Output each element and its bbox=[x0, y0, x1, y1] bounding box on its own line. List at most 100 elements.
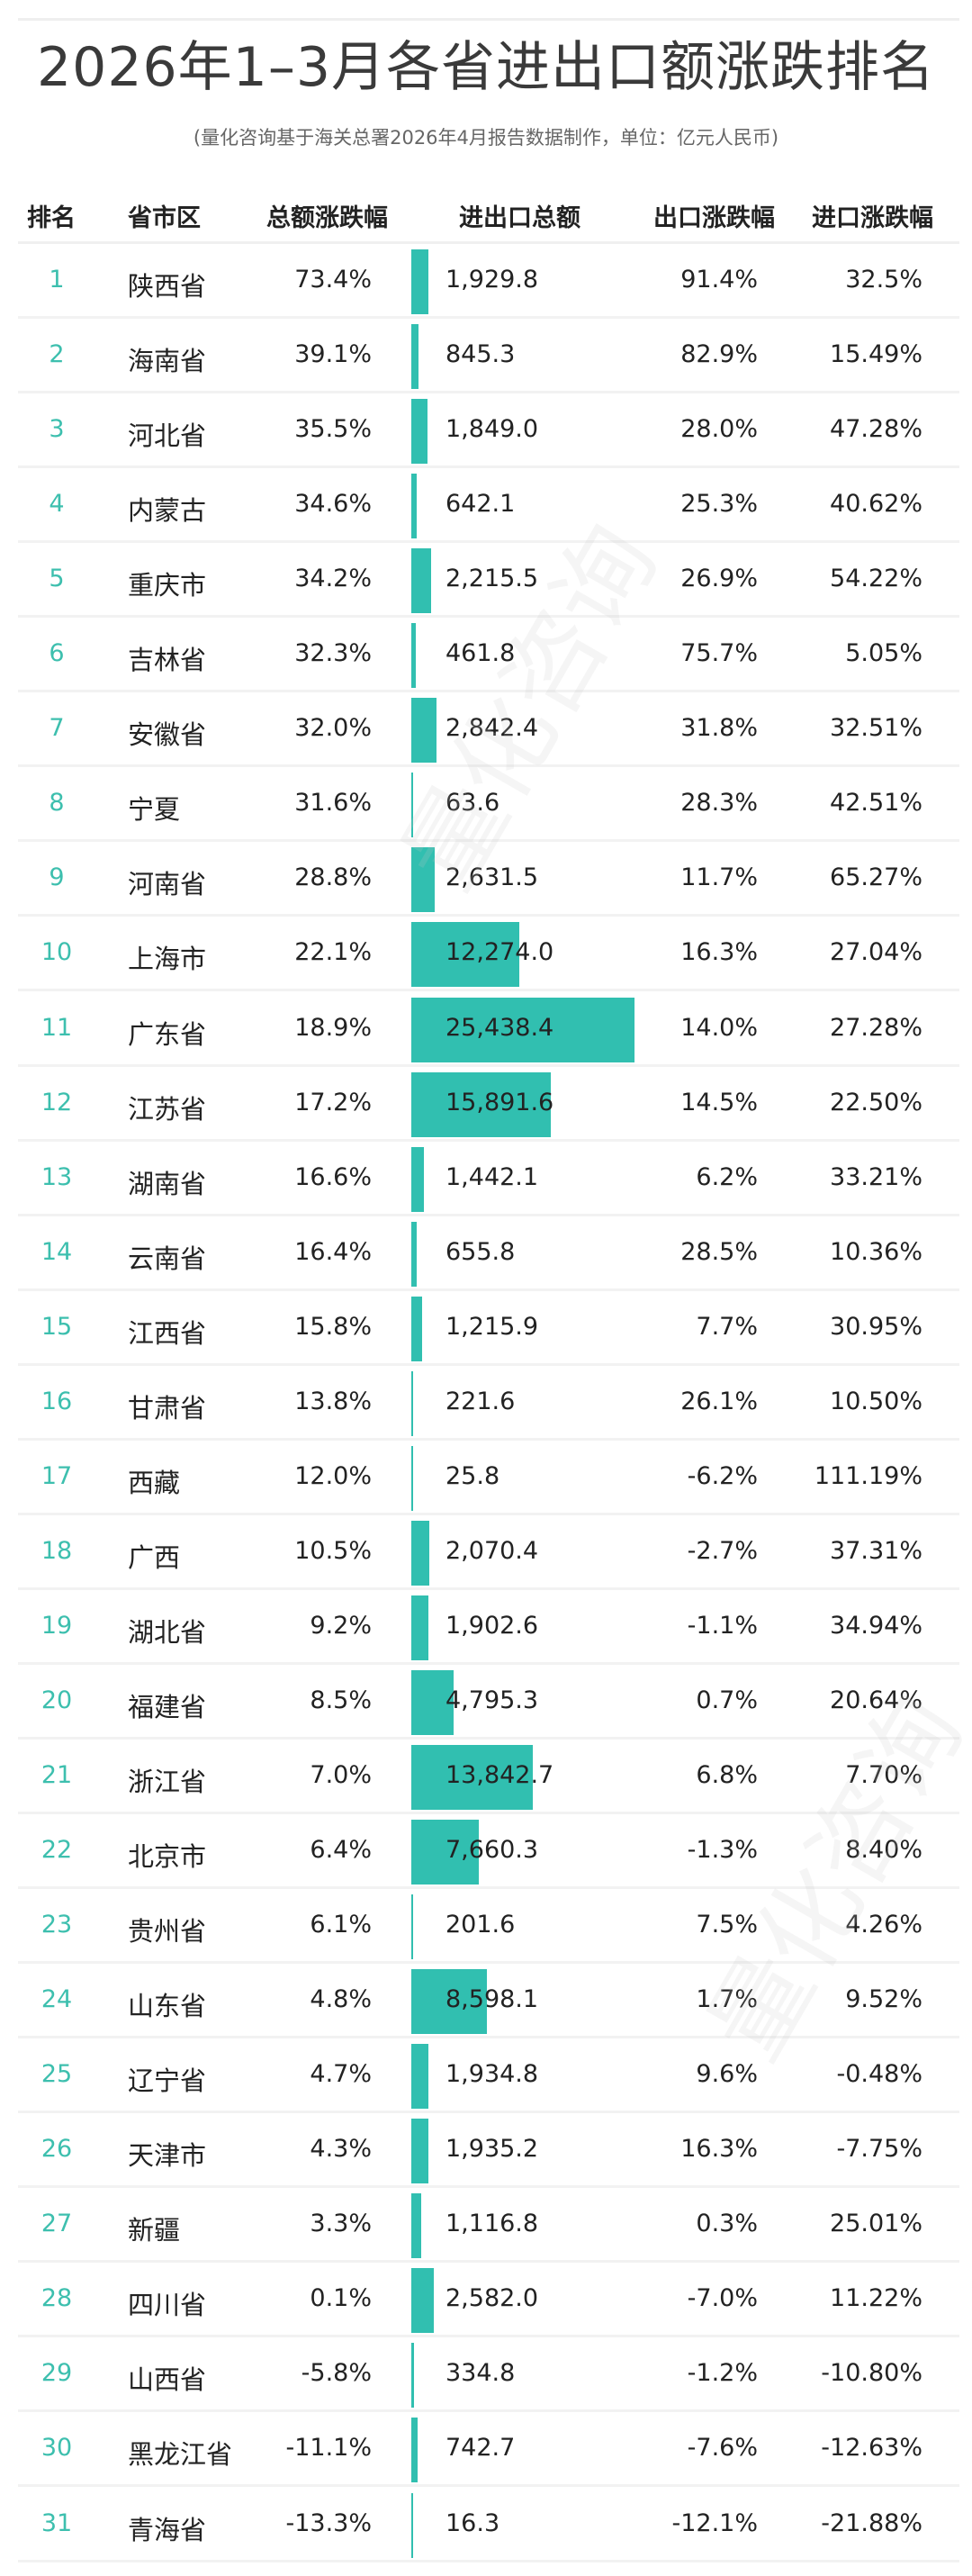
import-change: -10.80% bbox=[821, 2359, 922, 2388]
value-bar bbox=[411, 1894, 413, 1960]
total-value: 25.8 bbox=[446, 1461, 500, 1490]
row-divider bbox=[18, 1661, 959, 1665]
row-divider bbox=[18, 316, 959, 319]
province-name: 青海省 bbox=[128, 2514, 207, 2545]
value-bar bbox=[411, 1520, 430, 1586]
province-name: 湖北省 bbox=[128, 1616, 207, 1648]
rank-number: 20 bbox=[40, 1686, 73, 1714]
row-divider bbox=[18, 1886, 959, 1890]
row-divider bbox=[18, 2036, 959, 2039]
table-row: 26 天津市 4.3% 1,935.2 16.3% -7.75% bbox=[0, 2113, 972, 2189]
import-change: 27.04% bbox=[830, 938, 922, 967]
total-value: 221.6 bbox=[446, 1387, 516, 1415]
row-divider bbox=[18, 1362, 959, 1366]
province-name: 江西省 bbox=[128, 1317, 207, 1349]
export-change: 7.7% bbox=[696, 1312, 758, 1341]
import-change: 54.22% bbox=[830, 565, 922, 593]
value-bar bbox=[411, 2268, 435, 2334]
total-change: 18.9% bbox=[294, 1013, 372, 1042]
rank-number: 19 bbox=[40, 1611, 73, 1640]
row-divider bbox=[18, 690, 959, 693]
row-divider bbox=[18, 2409, 959, 2413]
header-divider bbox=[18, 241, 959, 244]
table-row: 21 浙江省 7.0% 13,842.7 6.8% 7.70% bbox=[0, 1740, 972, 1814]
total-value: 8,598.1 bbox=[446, 1985, 539, 2014]
province-name: 安徽省 bbox=[128, 719, 207, 751]
total-value: 334.8 bbox=[446, 2359, 516, 2388]
total-value: 1,902.6 bbox=[446, 1611, 539, 1640]
table-row: 16 甘肃省 13.8% 221.6 26.1% 10.50% bbox=[0, 1366, 972, 1441]
table-row: 17 西藏 12.0% 25.8 -6.2% 111.19% bbox=[0, 1441, 972, 1515]
rank-number: 14 bbox=[40, 1237, 73, 1266]
rank-number: 22 bbox=[40, 1836, 73, 1865]
value-bar bbox=[411, 474, 418, 539]
province-name: 海南省 bbox=[128, 346, 207, 377]
import-change: 15.49% bbox=[830, 340, 922, 369]
province-name: 陕西省 bbox=[128, 271, 207, 302]
table-row: 24 山东省 4.8% 8,598.1 1.7% 9.52% bbox=[0, 1964, 972, 2039]
value-bar bbox=[411, 1071, 551, 1137]
table-row: 4 内蒙古 34.6% 642.1 25.3% 40.62% bbox=[0, 468, 972, 544]
export-change: 6.2% bbox=[696, 1162, 758, 1191]
row-divider bbox=[18, 989, 959, 992]
table-row: 20 福建省 8.5% 4,795.3 0.7% 20.64% bbox=[0, 1665, 972, 1740]
value-bar bbox=[411, 1595, 428, 1660]
page-subtitle: (量化咨询基于海关总署2026年4月报告数据制作，单位：亿元人民币) bbox=[193, 127, 779, 149]
total-change: 22.1% bbox=[294, 938, 372, 967]
value-bar bbox=[411, 922, 519, 988]
province-name: 山西省 bbox=[128, 2364, 207, 2396]
row-divider bbox=[18, 1512, 959, 1515]
header-export-change: 出口涨跌幅 bbox=[653, 204, 775, 232]
rank-number: 3 bbox=[49, 415, 65, 444]
export-change: 28.0% bbox=[680, 415, 758, 444]
row-divider bbox=[18, 2559, 959, 2562]
table-row: 15 江西省 15.8% 1,215.9 7.7% 30.95% bbox=[0, 1291, 972, 1366]
export-change: 0.7% bbox=[696, 1686, 758, 1714]
table-row: 9 河南省 28.8% 2,631.5 11.7% 65.27% bbox=[0, 842, 972, 917]
total-value: 7,660.3 bbox=[446, 1836, 539, 1865]
export-change: -12.1% bbox=[671, 2508, 758, 2537]
rank-number: 16 bbox=[40, 1387, 73, 1415]
table-header: 排名 省市区 总额涨跌幅 进出口总额 出口涨跌幅 进口涨跌幅 bbox=[0, 191, 972, 236]
total-change: 32.0% bbox=[294, 714, 372, 743]
export-change: 14.0% bbox=[680, 1013, 758, 1042]
row-divider bbox=[18, 1586, 959, 1590]
export-change: 16.3% bbox=[680, 2135, 758, 2164]
export-change: 91.4% bbox=[680, 266, 758, 294]
export-change: 75.7% bbox=[680, 639, 758, 668]
table-row: 30 黑龙江省 -11.1% 742.7 -7.6% -12.63% bbox=[0, 2412, 972, 2488]
table-row: 25 辽宁省 4.7% 1,934.8 9.6% -0.48% bbox=[0, 2038, 972, 2114]
value-bar bbox=[411, 623, 416, 689]
value-bar bbox=[411, 1669, 454, 1735]
rank-number: 10 bbox=[40, 938, 73, 967]
total-value: 13,842.7 bbox=[446, 1761, 554, 1789]
table-row: 11 广东省 18.9% 25,438.4 14.0% 27.28% bbox=[0, 992, 972, 1067]
table-row: 19 湖北省 9.2% 1,902.6 -1.1% 34.94% bbox=[0, 1590, 972, 1665]
export-change: 0.3% bbox=[696, 2210, 758, 2238]
export-change: 28.3% bbox=[680, 789, 758, 818]
table-row: 18 广西 10.5% 2,070.4 -2.7% 37.31% bbox=[0, 1515, 972, 1590]
rank-number: 8 bbox=[49, 789, 65, 818]
header-import-change: 进口涨跌幅 bbox=[812, 204, 933, 232]
value-bar bbox=[411, 1745, 533, 1810]
import-change: 22.50% bbox=[830, 1088, 922, 1116]
row-divider bbox=[18, 1213, 959, 1216]
export-change: -1.1% bbox=[687, 1611, 758, 1640]
export-change: 26.1% bbox=[680, 1387, 758, 1415]
import-change: 5.05% bbox=[845, 639, 922, 668]
province-name: 山东省 bbox=[128, 1991, 207, 2022]
province-name: 吉林省 bbox=[128, 645, 207, 676]
province-name: 四川省 bbox=[128, 2290, 207, 2321]
total-change: 6.4% bbox=[310, 1836, 372, 1865]
total-value: 1,849.0 bbox=[446, 415, 539, 444]
total-change: 34.2% bbox=[294, 565, 372, 593]
total-change: 4.3% bbox=[310, 2135, 372, 2164]
row-divider bbox=[18, 839, 959, 843]
import-change: 34.94% bbox=[830, 1611, 922, 1640]
total-change: 6.1% bbox=[310, 1911, 372, 1939]
province-name: 重庆市 bbox=[128, 570, 207, 601]
import-change: 9.52% bbox=[845, 1985, 922, 2014]
value-bar bbox=[411, 847, 435, 913]
export-change: -7.6% bbox=[687, 2434, 758, 2463]
province-name: 辽宁省 bbox=[128, 2065, 207, 2097]
